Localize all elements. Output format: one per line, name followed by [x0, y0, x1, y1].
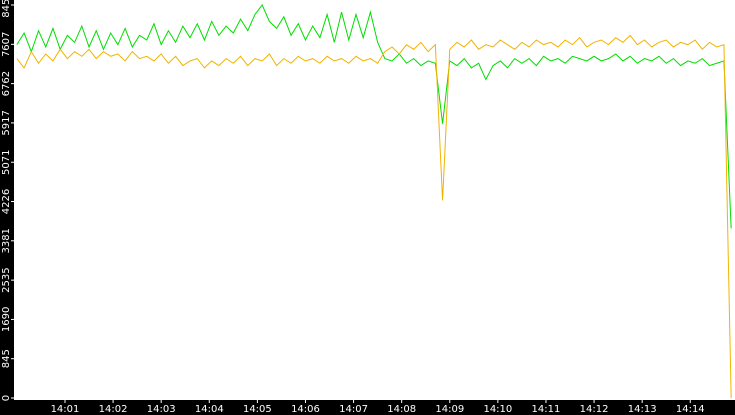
y-tick-label: 2535	[1, 267, 12, 292]
y-tick-label: 5917	[1, 110, 12, 135]
y-tick-label: 4226	[1, 189, 12, 214]
y-tick-label: 8453	[1, 0, 12, 18]
x-tick-label: 14:14	[676, 404, 705, 415]
x-tick-label: 14:01	[51, 404, 80, 415]
x-tick-label: 14:13	[628, 404, 657, 415]
y-tick-label: 3381	[1, 228, 12, 253]
y-tick-label: 1690	[1, 307, 12, 332]
y-tick-label: 5071	[1, 150, 12, 175]
x-tick-label: 14:09	[435, 404, 464, 415]
x-tick-label: 14:07	[339, 404, 368, 415]
y-axis-strip	[0, 0, 14, 415]
x-tick-label: 14:12	[580, 404, 609, 415]
y-tick-label: 0	[1, 395, 12, 401]
x-tick-label: 14:08	[387, 404, 416, 415]
y-tick-label: 845	[1, 349, 12, 368]
x-tick-label: 14:06	[291, 404, 320, 415]
x-tick-label: 14:05	[243, 404, 272, 415]
series-line	[16, 34, 732, 399]
y-tick-label: 6762	[1, 71, 12, 96]
x-axis-strip	[0, 400, 735, 415]
x-tick-label: 14:11	[532, 404, 561, 415]
x-tick-label: 14:10	[483, 404, 512, 415]
x-tick-label: 14:04	[195, 404, 224, 415]
series-line	[16, 4, 732, 229]
y-tick-label: 7607	[1, 32, 12, 57]
x-tick-label: 14:02	[99, 404, 128, 415]
x-tick-label: 14:03	[147, 404, 176, 415]
